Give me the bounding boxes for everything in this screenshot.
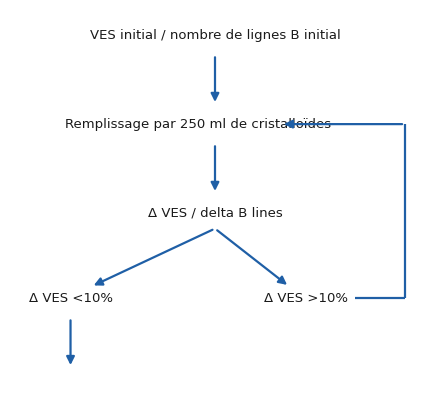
Text: Δ VES / delta B lines: Δ VES / delta B lines xyxy=(147,207,283,220)
Text: Remplissage par 250 ml de cristalloïdes: Remplissage par 250 ml de cristalloïdes xyxy=(65,118,332,131)
Text: Δ VES <10%: Δ VES <10% xyxy=(28,292,113,305)
Text: Δ VES >10%: Δ VES >10% xyxy=(264,292,348,305)
Text: VES initial / nombre de lignes B initial: VES initial / nombre de lignes B initial xyxy=(89,29,341,42)
